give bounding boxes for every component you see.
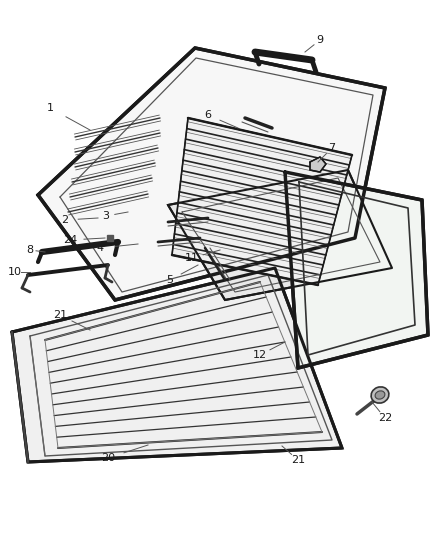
Text: 1: 1 <box>46 103 53 113</box>
Polygon shape <box>310 157 326 172</box>
Text: 6: 6 <box>205 110 212 120</box>
Text: 8: 8 <box>26 245 34 255</box>
Text: 22: 22 <box>378 413 392 423</box>
Text: 2: 2 <box>61 215 69 225</box>
Text: 3: 3 <box>102 211 110 221</box>
Polygon shape <box>172 118 352 285</box>
Text: 21: 21 <box>291 455 305 465</box>
Text: 12: 12 <box>253 350 267 360</box>
Text: 9: 9 <box>316 35 324 45</box>
Text: 24: 24 <box>63 235 77 245</box>
Text: 5: 5 <box>166 275 173 285</box>
Polygon shape <box>285 172 428 368</box>
Text: 21: 21 <box>53 310 67 320</box>
Text: 11: 11 <box>185 253 199 263</box>
Ellipse shape <box>371 387 389 403</box>
Text: 20: 20 <box>101 453 115 463</box>
Polygon shape <box>168 170 392 300</box>
Polygon shape <box>12 268 342 462</box>
Text: 10: 10 <box>8 267 22 277</box>
Polygon shape <box>38 48 385 300</box>
Ellipse shape <box>375 391 385 399</box>
Text: 4: 4 <box>96 243 103 253</box>
Text: 7: 7 <box>328 143 336 153</box>
